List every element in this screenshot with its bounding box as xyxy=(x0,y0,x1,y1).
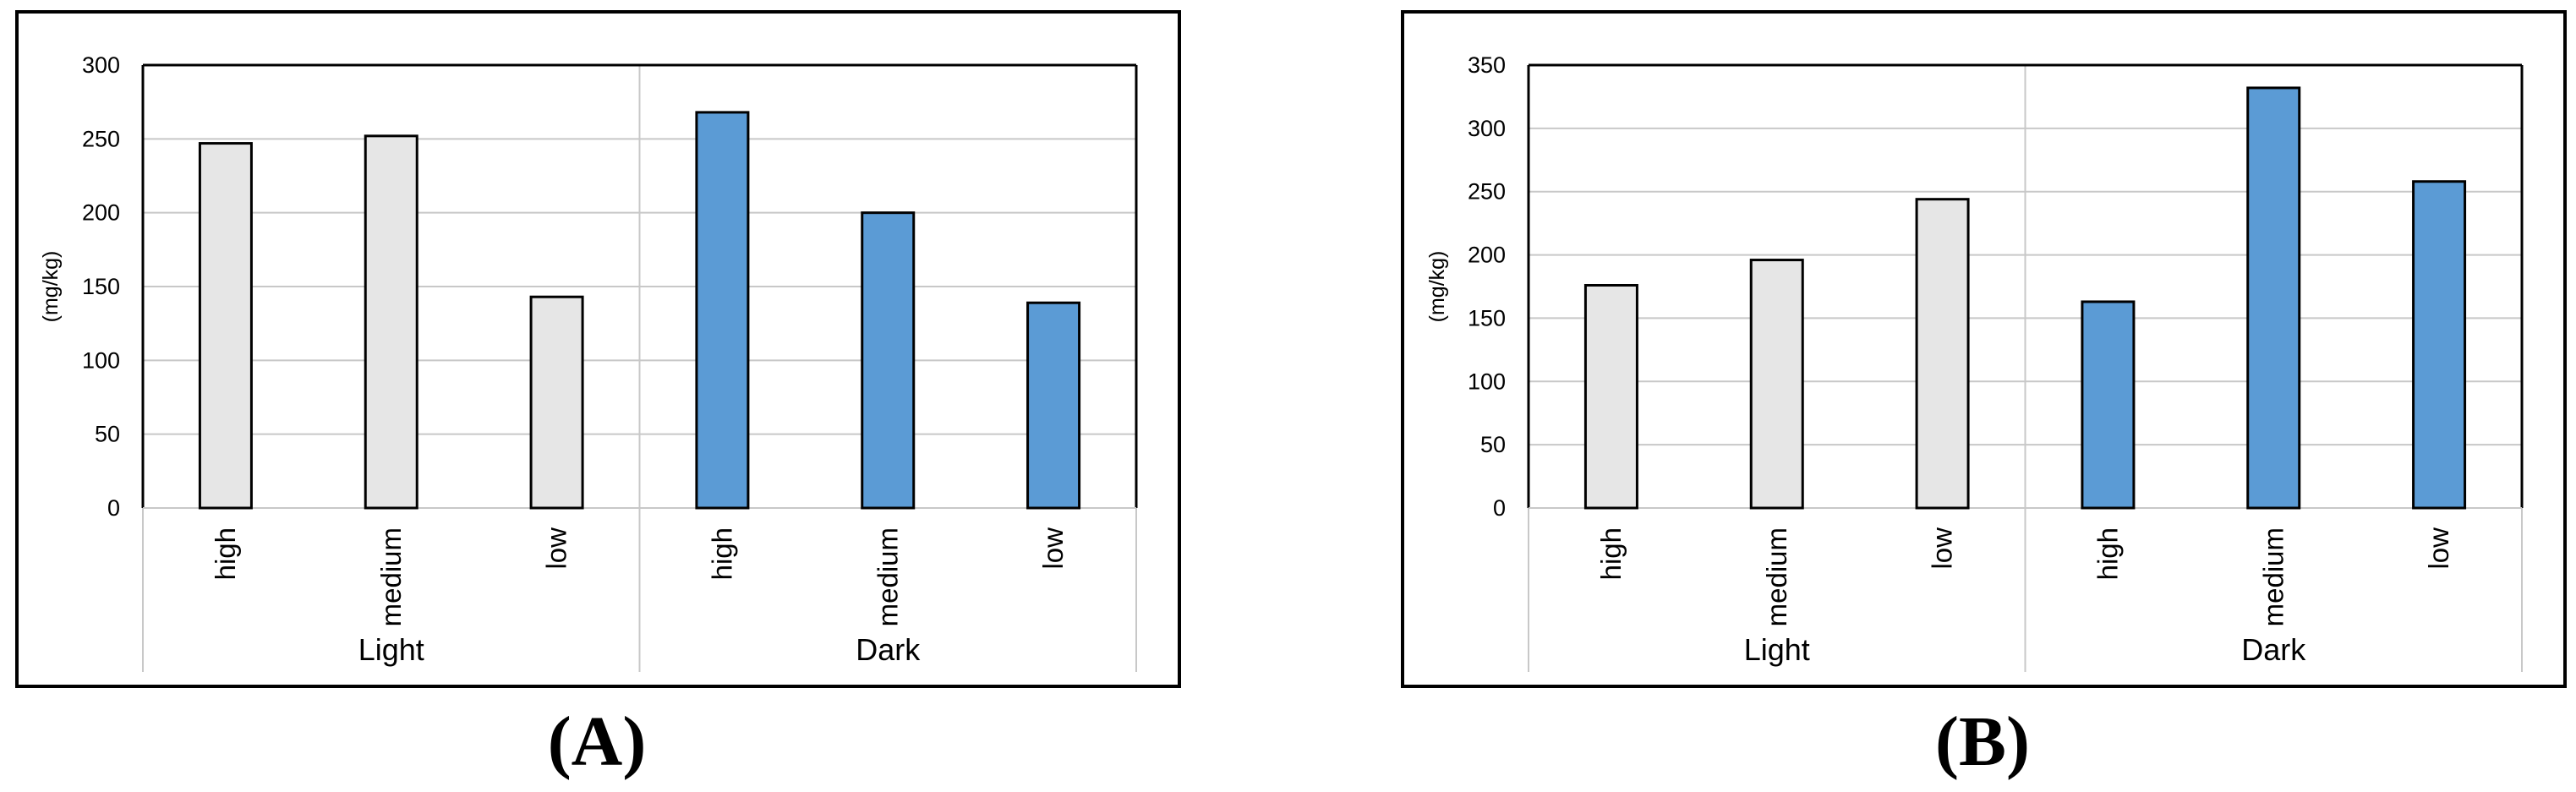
x-category-label: medium xyxy=(375,527,407,626)
y-axis-label: (mg/kg) xyxy=(39,251,63,323)
bar-light-high xyxy=(198,142,253,510)
group-label-dark: Dark xyxy=(2241,632,2306,667)
y-axis-label: (mg/kg) xyxy=(1425,251,1449,323)
chart-frame xyxy=(1401,10,2567,688)
bar-dark-medium xyxy=(861,211,916,510)
y-tick-label: 200 xyxy=(1468,243,1506,268)
y-tick-label: 100 xyxy=(82,347,120,373)
y-tick-label: 50 xyxy=(1480,432,1506,457)
x-category-label: high xyxy=(210,527,241,580)
y-tick-label: 300 xyxy=(1468,116,1506,141)
y-tick-label: 300 xyxy=(82,52,120,78)
chart-panel-a: 0 50 100 150 200 250 300 (mg/kg) high medium low hi… xyxy=(15,10,1181,781)
y-tick-label: 0 xyxy=(1493,495,1506,521)
bar-dark-low xyxy=(1026,301,1081,510)
y-tick-label: 0 xyxy=(107,495,120,521)
x-category-label: medium xyxy=(1761,527,1792,626)
bar-dark-high xyxy=(695,111,750,510)
y-tick-label: 100 xyxy=(1468,369,1506,394)
chart-panel-b: 0 50 100 150 200 250 300 350 (mg/kg) high medium lo… xyxy=(1401,10,2567,781)
x-category-label: low xyxy=(1037,527,1069,570)
panel-label: (A) xyxy=(548,702,647,781)
bar-light-low xyxy=(1915,198,1970,510)
bar-dark-medium xyxy=(2246,86,2301,510)
y-tick-label: 50 xyxy=(95,422,120,447)
y-tick-label: 150 xyxy=(82,274,120,299)
bar-dark-high xyxy=(2081,300,2136,510)
y-tick-label: 350 xyxy=(1468,52,1506,78)
bar-light-low xyxy=(529,295,584,510)
bar-light-medium xyxy=(1749,259,1804,510)
y-tick-label: 150 xyxy=(1468,305,1506,330)
x-category-label: low xyxy=(541,527,572,570)
bar-light-medium xyxy=(364,134,418,510)
x-category-label: low xyxy=(1927,527,1958,570)
y-tick-label: 250 xyxy=(82,126,120,151)
panel-label: (B) xyxy=(1935,702,2030,781)
x-category-label: high xyxy=(1595,527,1627,580)
y-tick-label: 200 xyxy=(82,200,120,226)
x-category-label: high xyxy=(706,527,737,580)
x-category-label: low xyxy=(2423,527,2454,570)
x-category-label: medium xyxy=(872,527,903,626)
group-label-light: Light xyxy=(1744,632,1810,667)
bar-light-high xyxy=(1583,284,1638,510)
y-tick-label: 250 xyxy=(1468,179,1506,205)
group-label-dark: Dark xyxy=(856,632,921,667)
x-category-label: high xyxy=(2092,527,2123,580)
bar-dark-low xyxy=(2412,180,2467,510)
x-category-label: medium xyxy=(2257,527,2289,626)
chart-frame xyxy=(15,10,1181,688)
group-label-light: Light xyxy=(358,632,424,667)
